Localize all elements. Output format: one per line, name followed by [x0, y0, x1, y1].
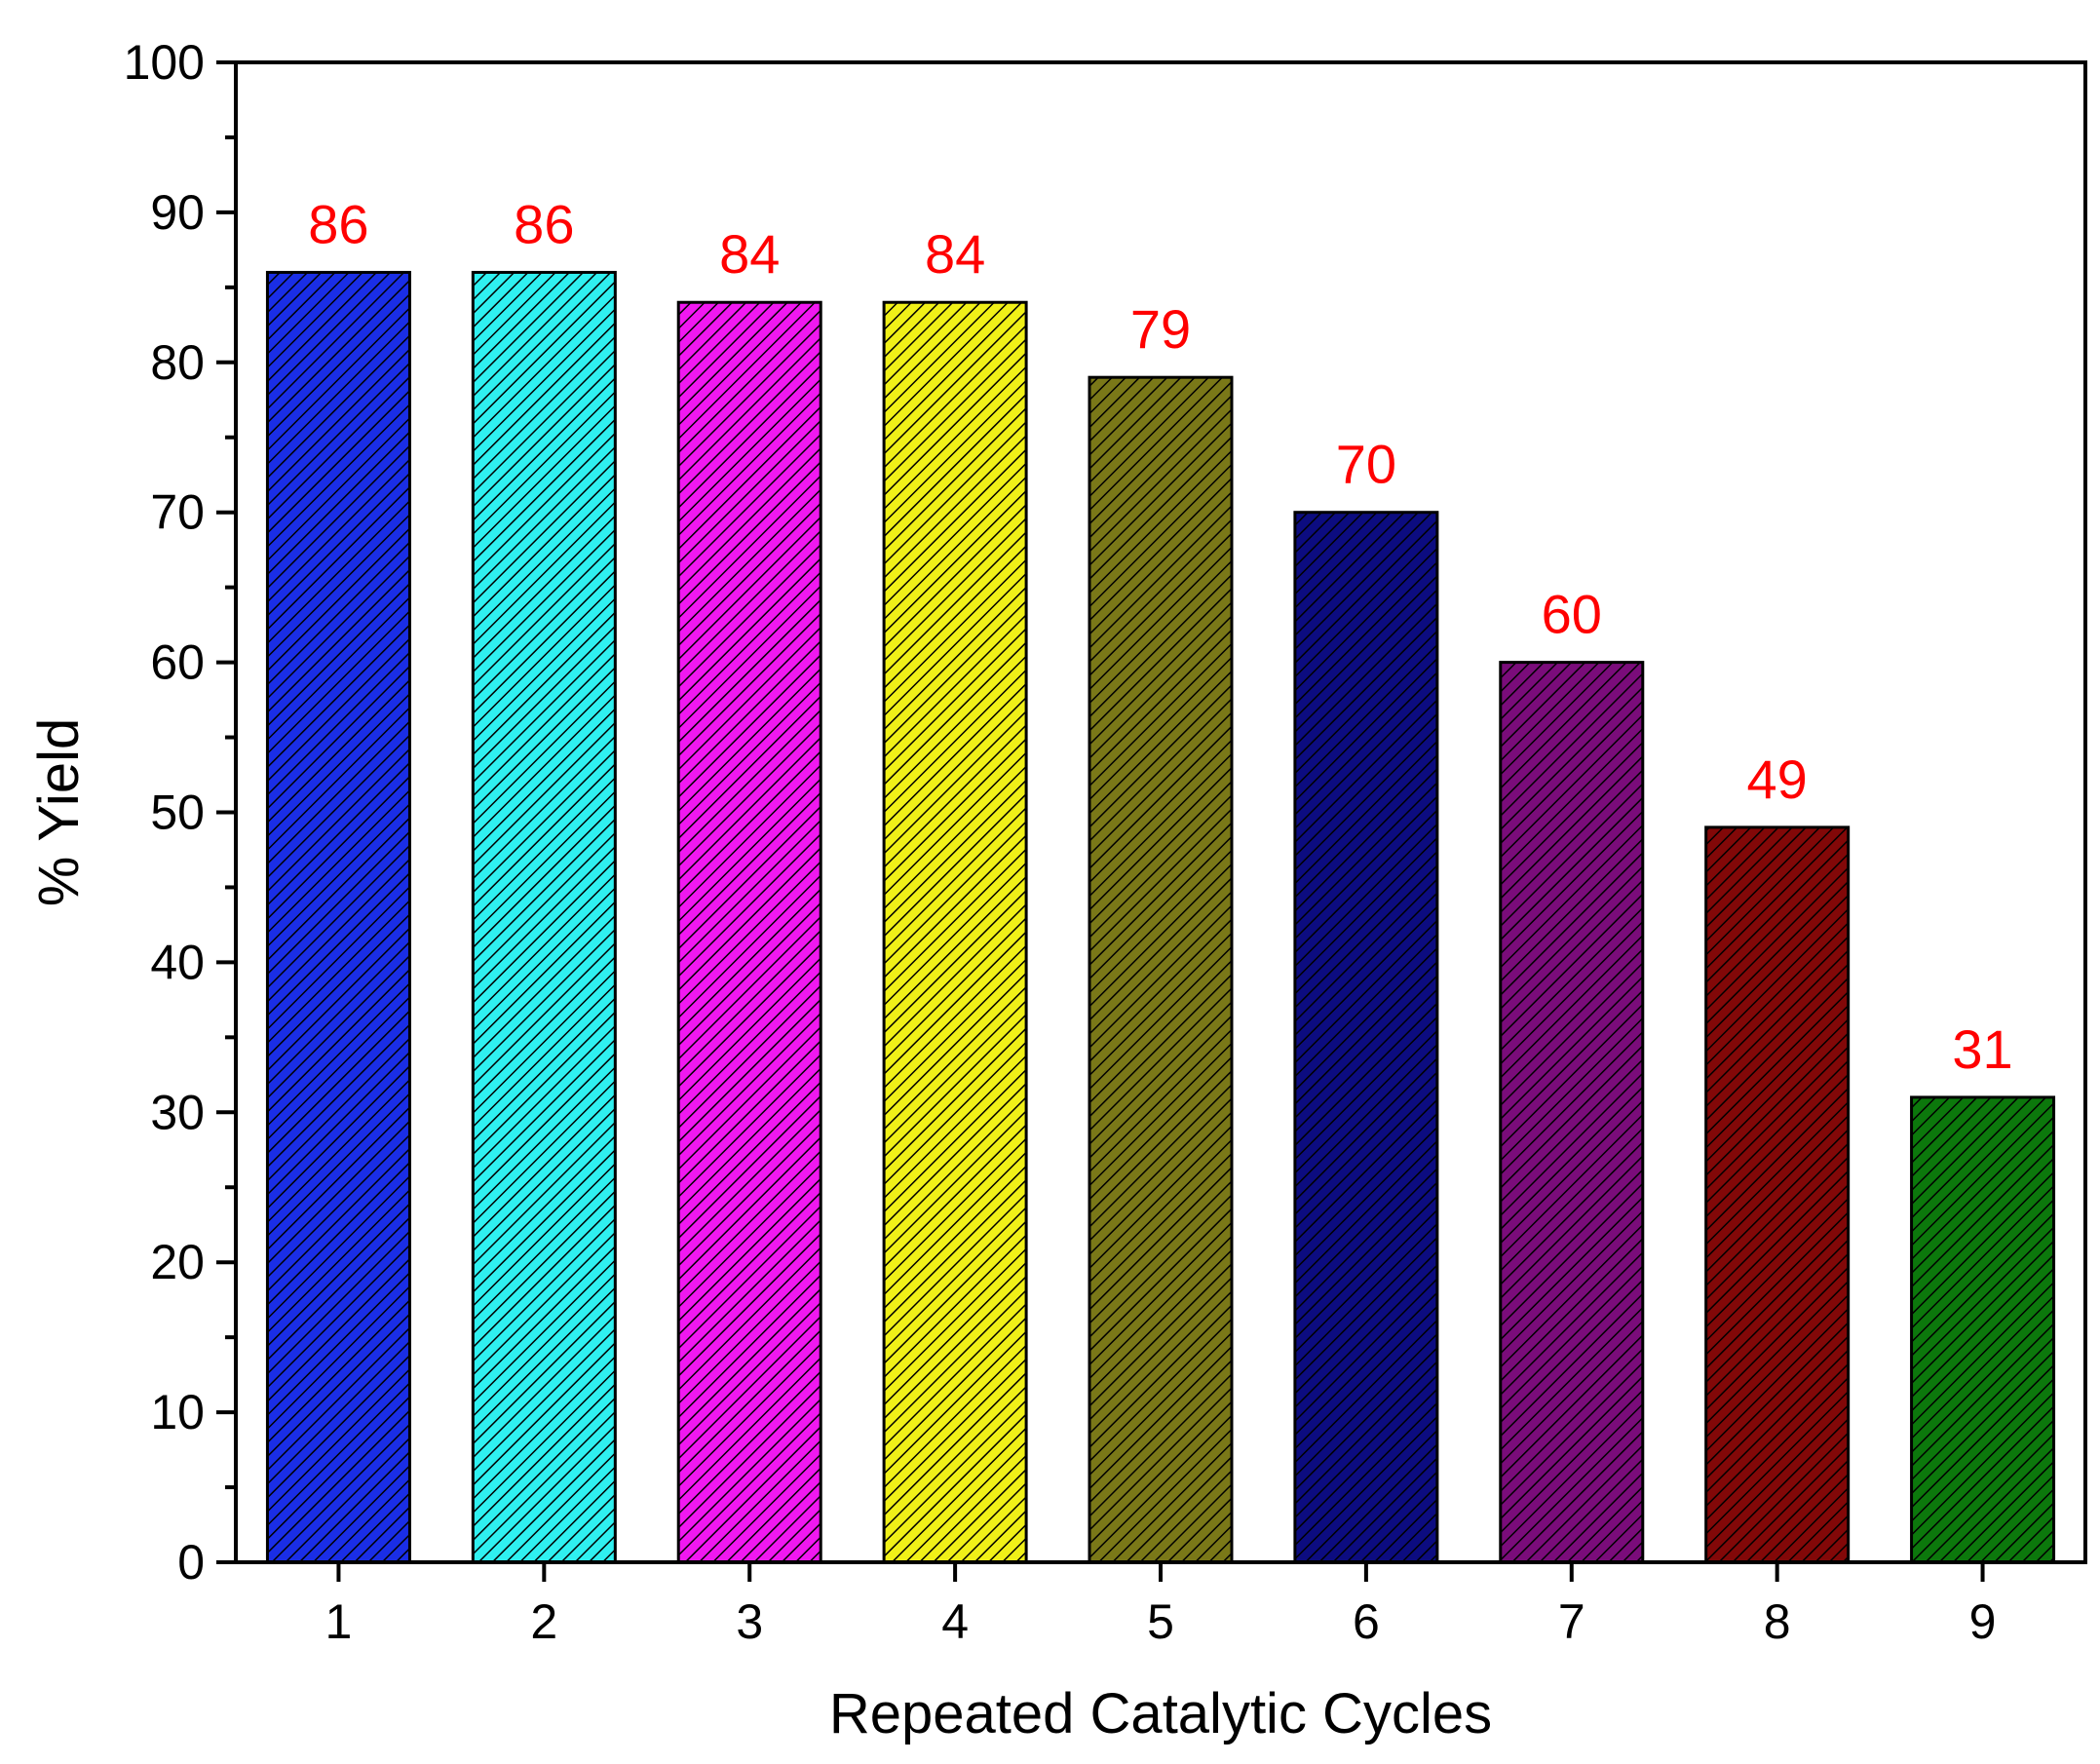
data-labels-layer: 86 86 84 84 79 70 60 49 31	[308, 193, 2012, 1079]
y-tick-label: 0	[177, 1535, 205, 1590]
y-tick-label: 60	[150, 635, 205, 690]
x-axis-title: Repeated Catalytic Cycles	[829, 1682, 1492, 1745]
bar-hatch	[1704, 825, 1851, 1564]
data-label: 31	[1952, 1018, 2012, 1080]
bar-cycle-6	[1293, 511, 1439, 1564]
y-tick-label: 50	[150, 786, 205, 840]
bar-cycle-8	[1704, 825, 1851, 1564]
x-tick-label: 5	[1147, 1594, 1174, 1649]
x-tick-label: 7	[1558, 1594, 1585, 1649]
x-tick-label: 8	[1764, 1594, 1791, 1649]
data-label: 86	[308, 193, 368, 254]
y-tick-label: 70	[150, 485, 205, 540]
y-tick-label: 90	[150, 185, 205, 240]
bar-cycle-5	[1088, 375, 1234, 1564]
bar-cycle-9	[1910, 1095, 2056, 1564]
bar-hatch	[1293, 511, 1439, 1564]
bar-hatch	[1910, 1095, 2056, 1564]
x-tick-label: 2	[530, 1594, 557, 1649]
bar-cycle-4	[882, 300, 1028, 1564]
bar-cycle-2	[471, 270, 617, 1564]
y-tick-label: 80	[150, 335, 205, 390]
x-tick-label: 1	[325, 1594, 353, 1649]
y-tick-label: 10	[150, 1385, 205, 1439]
x-tick-label: 4	[941, 1594, 969, 1649]
bar-cycle-1	[265, 270, 411, 1564]
y-tick-label: 100	[124, 35, 205, 90]
x-tick-label: 3	[736, 1594, 763, 1649]
bar-hatch	[676, 300, 822, 1564]
data-label: 49	[1747, 748, 1808, 810]
data-label: 84	[925, 223, 985, 285]
bar-cycle-7	[1499, 661, 1645, 1564]
data-label: 60	[1542, 584, 1602, 645]
axes-layer: 0 10 20 30 40 50 60 70 80 90 100 1 2 3 4 5 6 7 8 9	[124, 35, 2087, 1649]
x-tick-label: 6	[1353, 1594, 1380, 1649]
data-label: 86	[514, 193, 574, 254]
data-label: 70	[1336, 434, 1396, 495]
data-label: 79	[1130, 298, 1191, 360]
bars-layer	[265, 270, 2056, 1564]
y-axis-title: % Yield	[27, 718, 91, 906]
x-tick-label: 9	[1969, 1594, 1997, 1649]
data-label: 84	[719, 223, 780, 285]
y-tick-label: 30	[150, 1085, 205, 1139]
bar-hatch	[882, 300, 1028, 1564]
y-tick-label: 40	[150, 935, 205, 989]
bar-hatch	[471, 270, 617, 1564]
bar-cycle-3	[676, 300, 822, 1564]
bar-hatch	[1499, 661, 1645, 1564]
bar-hatch	[1088, 375, 1234, 1564]
y-tick-label: 20	[150, 1235, 205, 1289]
bar-hatch	[265, 270, 411, 1564]
